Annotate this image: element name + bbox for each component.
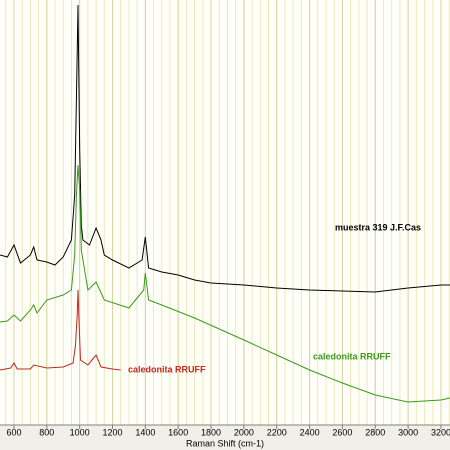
x-tick-label: 1800 bbox=[201, 427, 221, 437]
axis-strip bbox=[0, 425, 450, 450]
x-tick-label: 2000 bbox=[234, 427, 254, 437]
x-tick-label: 3200 bbox=[431, 427, 450, 437]
x-axis-label: Raman Shift (cm-1) bbox=[186, 438, 264, 448]
series-label: caledonita RRUFF bbox=[128, 364, 206, 374]
x-tick-label: 3000 bbox=[398, 427, 418, 437]
series-label: caledonita RRUFF bbox=[313, 351, 391, 361]
x-tick-label: 2400 bbox=[300, 427, 320, 437]
x-tick-label: 2600 bbox=[332, 427, 352, 437]
grid bbox=[5, 0, 450, 429]
x-tick-label: 2800 bbox=[365, 427, 385, 437]
series-labels: 600 800 1000 1200 1400 1600 1800 2000 2200 2400 26… bbox=[6, 222, 450, 437]
series-line bbox=[0, 164, 450, 403]
x-tick-label: 1400 bbox=[135, 427, 155, 437]
x-tick-label: 2200 bbox=[267, 427, 287, 437]
x-tick-label: 1000 bbox=[70, 427, 90, 437]
series-line bbox=[0, 4, 450, 293]
x-tick-label: 600 bbox=[6, 427, 21, 437]
x-tick-label: 800 bbox=[39, 427, 54, 437]
x-tick-label: 1200 bbox=[102, 427, 122, 437]
series-line bbox=[0, 289, 121, 371]
series-lines bbox=[0, 4, 450, 403]
x-tick-label: 1600 bbox=[168, 427, 188, 437]
series-label: muestra 319 J.F.Cas bbox=[335, 222, 421, 232]
